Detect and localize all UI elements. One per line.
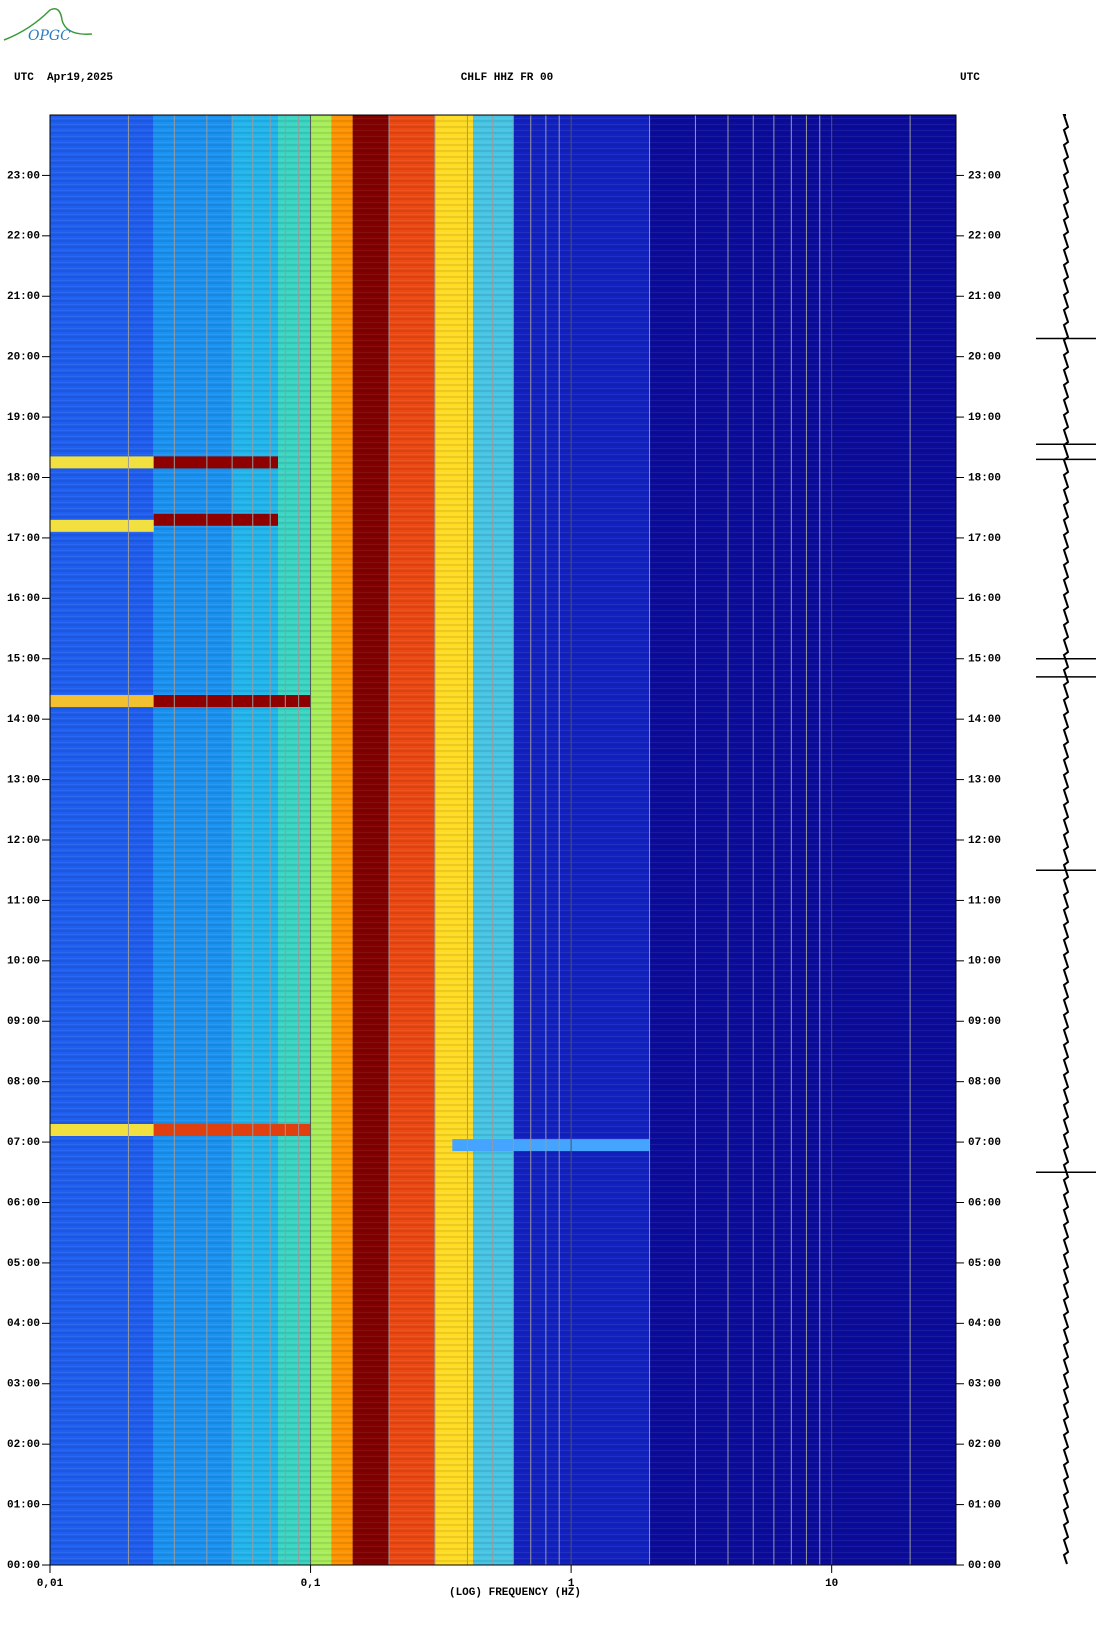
event-streak <box>153 513 279 526</box>
y-tick-label: 22:00 <box>7 231 40 243</box>
y-tick-label-right: 11:00 <box>968 895 1001 907</box>
y-tick-label: 11:00 <box>7 895 40 907</box>
y-tick-label: 00:00 <box>7 1560 40 1572</box>
event-streak <box>50 456 154 469</box>
texture <box>50 115 956 1565</box>
y-tick-label: 15:00 <box>7 654 40 666</box>
logo: OPGC <box>28 28 71 44</box>
y-tick-label-right: 14:00 <box>968 714 1001 726</box>
y-tick-label-right: 16:00 <box>968 593 1001 605</box>
y-tick-label-right: 00:00 <box>968 1560 1001 1572</box>
y-tick-label: 09:00 <box>7 1016 40 1028</box>
x-tick-label: 10 <box>825 1578 838 1590</box>
plot: 0,01 0,1 1 10 00:00 00:00 01:00 01:00 02:00 02:00… <box>7 114 1096 1590</box>
y-tick-label-right: 23:00 <box>968 170 1001 182</box>
y-tick-label-right: 03:00 <box>968 1379 1001 1391</box>
y-tick-label-right: 17:00 <box>968 533 1001 545</box>
y-tick-label: 03:00 <box>7 1379 40 1391</box>
event-streak <box>153 456 279 469</box>
y-tick-label-right: 13:00 <box>968 774 1001 786</box>
event-streak <box>50 1124 154 1136</box>
y-tick-label: 19:00 <box>7 412 40 424</box>
event-streak <box>50 695 154 708</box>
y-tick-label: 07:00 <box>7 1137 40 1149</box>
y-tick-label-right: 05:00 <box>968 1258 1001 1270</box>
y-tick-label: 10:00 <box>7 956 40 968</box>
y-tick-label: 08:00 <box>7 1077 40 1089</box>
event-streak <box>50 519 154 532</box>
y-tick-label-right: 01:00 <box>968 1499 1001 1511</box>
logo-curve <box>3 8 93 41</box>
y-tick-label-right: 20:00 <box>968 352 1001 364</box>
y-tick-label: 14:00 <box>7 714 40 726</box>
y-tick-label: 21:00 <box>7 291 40 303</box>
chart-title: CHLF HHZ FR 00 <box>461 72 553 84</box>
x-tick-label: 0,01 <box>37 1578 64 1590</box>
y-tick-label-right: 06:00 <box>968 1197 1001 1209</box>
y-tick-label: 01:00 <box>7 1499 40 1511</box>
seismogram-trace <box>1062 114 1070 1565</box>
y-tick-label-right: 07:00 <box>968 1137 1001 1149</box>
y-tick-label-right: 21:00 <box>968 291 1001 303</box>
y-tick-label: 12:00 <box>7 835 40 847</box>
y-tick-label-right: 04:00 <box>968 1318 1001 1330</box>
y-tick-label: 23:00 <box>7 170 40 182</box>
x-axis-label: (LOG) FREQUENCY (HZ) <box>449 1587 581 1599</box>
y-tick-label-right: 19:00 <box>968 412 1001 424</box>
event-streak <box>452 1139 650 1152</box>
y-tick-label: 13:00 <box>7 774 40 786</box>
y-tick-label-right: 10:00 <box>968 956 1001 968</box>
y-tick-label: 20:00 <box>7 352 40 364</box>
y-tick-label-right: 22:00 <box>968 231 1001 243</box>
header-left: UTC Apr19,2025 <box>14 72 113 84</box>
y-tick-label-right: 02:00 <box>968 1439 1001 1451</box>
y-tick-label-right: 09:00 <box>968 1016 1001 1028</box>
x-tick-label: 0,1 <box>301 1578 321 1590</box>
y-tick-label-right: 15:00 <box>968 654 1001 666</box>
x-tick-label: 1 <box>568 1578 575 1590</box>
y-tick-label-right: 12:00 <box>968 835 1001 847</box>
y-tick-label: 18:00 <box>7 472 40 484</box>
y-tick-label: 04:00 <box>7 1318 40 1330</box>
y-tick-label: 05:00 <box>7 1258 40 1270</box>
header-right: UTC <box>960 72 980 84</box>
y-tick-label: 02:00 <box>7 1439 40 1451</box>
y-tick-label: 17:00 <box>7 533 40 545</box>
y-tick-label: 06:00 <box>7 1197 40 1209</box>
y-tick-label-right: 18:00 <box>968 472 1001 484</box>
y-tick-label-right: 08:00 <box>968 1077 1001 1089</box>
y-tick-label: 16:00 <box>7 593 40 605</box>
